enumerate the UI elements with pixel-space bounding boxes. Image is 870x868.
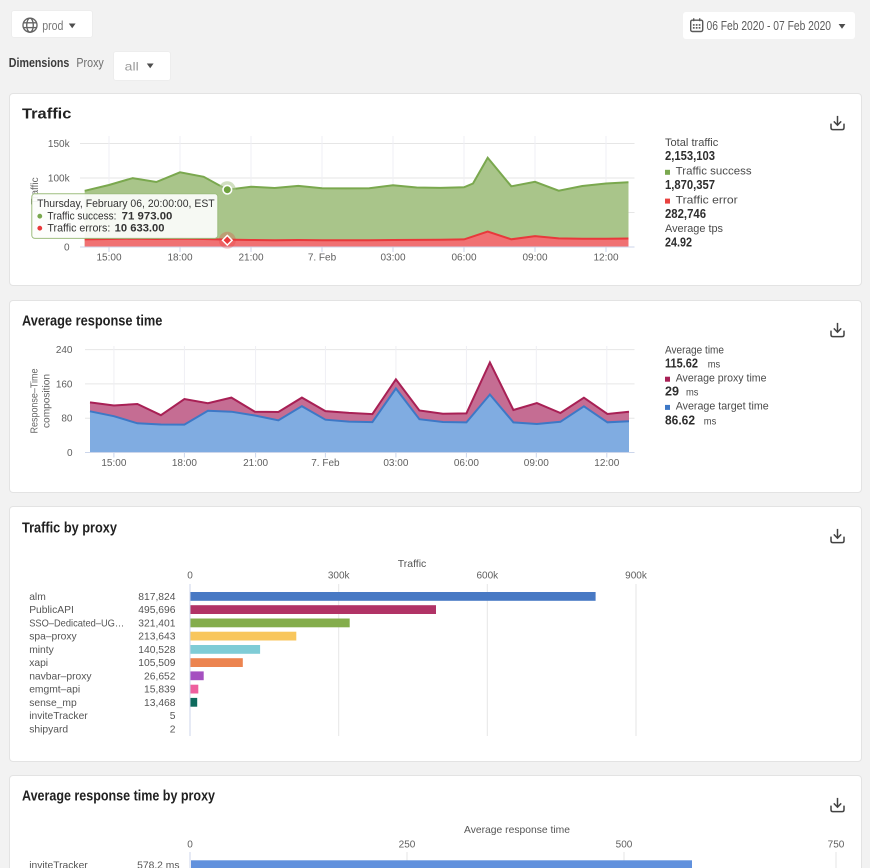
svg-text:Average time: Average time xyxy=(665,345,724,357)
svg-text:06:00: 06:00 xyxy=(454,458,479,469)
svg-text:Traffic errors:: Traffic errors: xyxy=(47,223,110,235)
svg-text:ms: ms xyxy=(704,415,717,427)
svg-text:86.62: 86.62 xyxy=(665,413,695,427)
svg-text:240: 240 xyxy=(56,345,73,356)
svg-text:15:00: 15:00 xyxy=(101,458,126,469)
svg-text:2: 2 xyxy=(170,724,176,735)
svg-text:282,746: 282,746 xyxy=(665,207,706,221)
svg-text:Response–Time: Response–Time xyxy=(30,368,41,433)
svg-text:Thursday, February 06, 20:00:0: Thursday, February 06, 20:00:00, EST xyxy=(37,198,215,210)
svg-text:2,153,103: 2,153,103 xyxy=(665,149,715,163)
svg-text:inviteTracker: inviteTracker xyxy=(29,711,88,722)
svg-text:24.92: 24.92 xyxy=(665,236,692,250)
svg-text:15,839: 15,839 xyxy=(144,685,176,696)
svg-text:21:00: 21:00 xyxy=(238,253,263,264)
svg-text:29: 29 xyxy=(665,385,679,399)
svg-text:750: 750 xyxy=(828,840,845,851)
svg-text:80: 80 xyxy=(61,414,73,425)
svg-text:321,401: 321,401 xyxy=(138,619,175,630)
svg-text:900k: 900k xyxy=(625,571,648,582)
svg-text:SSO–Dedicated–UG…: SSO–Dedicated–UG… xyxy=(29,619,124,630)
svg-text:300k: 300k xyxy=(328,571,351,582)
svg-text:18:00: 18:00 xyxy=(172,458,197,469)
svg-text:150k: 150k xyxy=(48,139,71,150)
svg-text:600k: 600k xyxy=(476,571,499,582)
svg-text:213,643: 213,643 xyxy=(138,632,175,643)
svg-text:Average proxy time: Average proxy time xyxy=(676,373,767,385)
svg-text:495,696: 495,696 xyxy=(138,605,175,616)
svg-text:PublicAPI: PublicAPI xyxy=(29,605,74,616)
svg-text:Proxy: Proxy xyxy=(76,56,104,70)
svg-text:Average target time: Average target time xyxy=(676,401,769,413)
svg-text:7. Feb: 7. Feb xyxy=(311,458,340,469)
svg-text:ms: ms xyxy=(708,359,721,371)
svg-text:0: 0 xyxy=(64,243,70,254)
svg-text:composition: composition xyxy=(42,374,53,428)
svg-text:0: 0 xyxy=(67,448,73,459)
svg-text:21:00: 21:00 xyxy=(243,458,268,469)
svg-text:Average response time by proxy: Average response time by proxy xyxy=(22,789,215,805)
svg-text:12:00: 12:00 xyxy=(593,253,618,264)
svg-text:Traffic: Traffic xyxy=(398,558,427,570)
svg-text:Traffic by proxy: Traffic by proxy xyxy=(22,520,117,536)
svg-text:100k: 100k xyxy=(48,174,71,185)
svg-text:71 973.00: 71 973.00 xyxy=(122,211,173,223)
svg-text:26,652: 26,652 xyxy=(144,671,176,682)
svg-text:10 633.00: 10 633.00 xyxy=(115,223,165,235)
svg-text:09:00: 09:00 xyxy=(522,253,547,264)
svg-text:prod: prod xyxy=(42,19,63,33)
svg-text:Traffic: Traffic xyxy=(22,107,71,123)
svg-text:1,870,357: 1,870,357 xyxy=(665,178,715,192)
svg-text:7. Feb: 7. Feb xyxy=(308,253,337,264)
svg-text:Average response time: Average response time xyxy=(464,824,570,836)
svg-text:250: 250 xyxy=(399,840,416,851)
svg-text:13,468: 13,468 xyxy=(144,698,176,709)
svg-text:Traffic: Traffic xyxy=(30,177,41,204)
svg-text:12:00: 12:00 xyxy=(594,458,619,469)
svg-text:500: 500 xyxy=(616,840,633,851)
svg-text:18:00: 18:00 xyxy=(167,253,192,264)
svg-text:09:00: 09:00 xyxy=(524,458,549,469)
svg-text:xapi: xapi xyxy=(29,658,48,669)
svg-text:spa–proxy: spa–proxy xyxy=(29,632,77,643)
svg-text:Traffic success:: Traffic success: xyxy=(47,211,116,223)
svg-text:alm: alm xyxy=(29,592,46,603)
svg-text:Average response time: Average response time xyxy=(22,314,162,330)
svg-text:06 Feb 2020 - 07 Feb 2020: 06 Feb 2020 - 07 Feb 2020 xyxy=(707,19,832,33)
svg-text:navbar–proxy: navbar–proxy xyxy=(29,671,92,682)
svg-text:ms: ms xyxy=(686,387,699,399)
svg-text:inviteTracker: inviteTracker xyxy=(29,861,88,868)
svg-text:minty: minty xyxy=(29,645,54,656)
svg-text:105,509: 105,509 xyxy=(138,658,175,669)
svg-text:Traffic error: Traffic error xyxy=(676,194,738,206)
svg-text:emgmt–api: emgmt–api xyxy=(29,685,80,696)
svg-text:03:00: 03:00 xyxy=(380,253,405,264)
svg-text:shipyard: shipyard xyxy=(29,724,68,735)
svg-text:578.2 ms: 578.2 ms xyxy=(137,861,179,868)
svg-text:0: 0 xyxy=(187,571,193,582)
svg-text:140,528: 140,528 xyxy=(138,645,175,656)
svg-text:03:00: 03:00 xyxy=(383,458,408,469)
svg-text:115.62: 115.62 xyxy=(665,357,698,371)
svg-text:0: 0 xyxy=(187,840,193,851)
svg-text:5: 5 xyxy=(170,711,176,722)
svg-text:Total traffic: Total traffic xyxy=(665,137,719,149)
svg-text:all: all xyxy=(125,60,139,74)
svg-text:817,824: 817,824 xyxy=(138,592,175,603)
svg-text:160: 160 xyxy=(56,379,73,390)
svg-text:15:00: 15:00 xyxy=(96,253,121,264)
svg-text:Traffic success: Traffic success xyxy=(676,166,753,178)
svg-text:sense_mp: sense_mp xyxy=(29,698,77,709)
svg-text:Dimensions: Dimensions xyxy=(9,56,70,70)
svg-text:Average tps: Average tps xyxy=(665,223,723,235)
svg-text:06:00: 06:00 xyxy=(451,253,476,264)
